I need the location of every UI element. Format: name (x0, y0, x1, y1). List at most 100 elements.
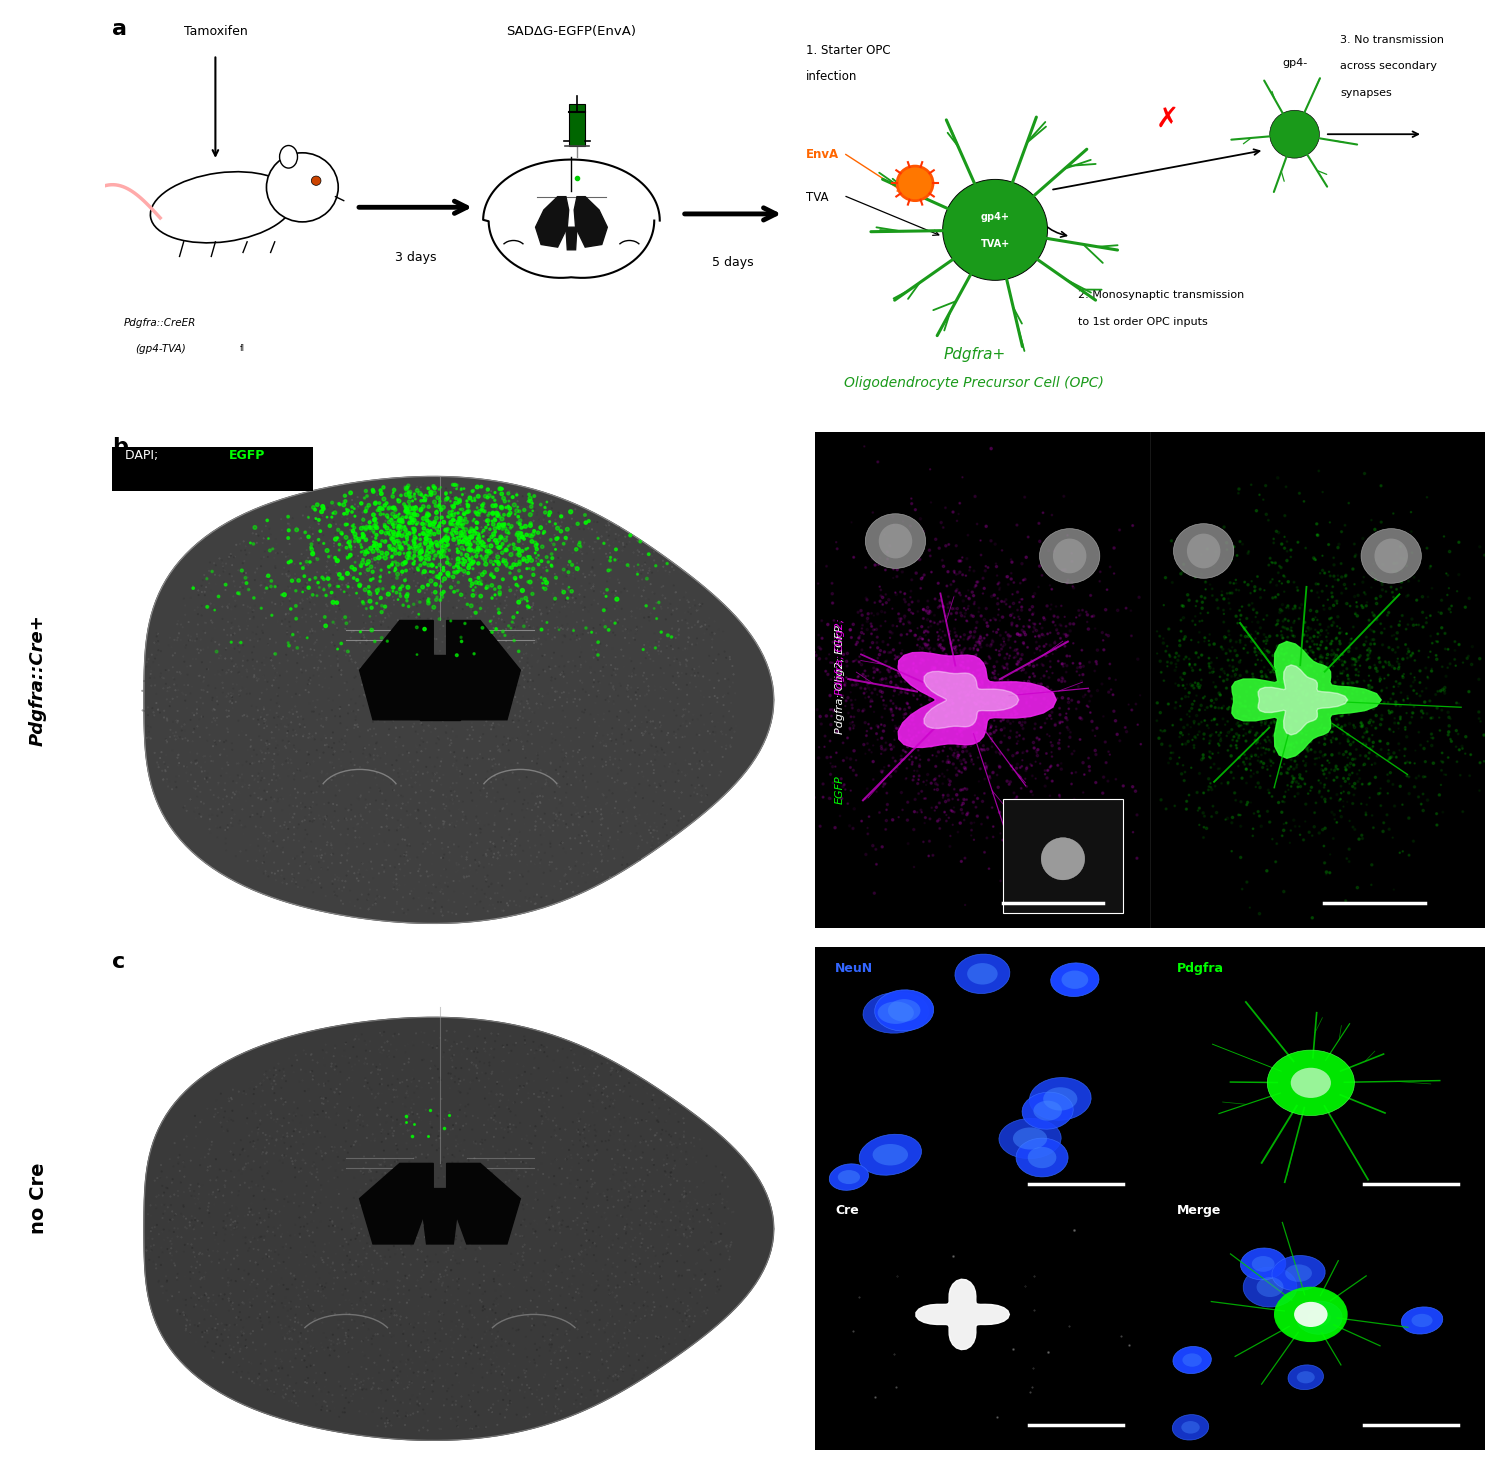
Point (544, 1357, 568, 1380)
Point (334, 864, 358, 888)
Point (639, 699, 663, 722)
Point (657, 589, 681, 612)
Point (1007, 730, 1031, 753)
Point (363, 507, 387, 530)
Point (339, 648, 363, 671)
Point (304, 1376, 328, 1399)
Point (519, 636, 543, 659)
Point (922, 656, 946, 680)
Point (958, 555, 982, 579)
Point (404, 574, 427, 598)
Point (282, 1381, 306, 1405)
Point (298, 1043, 322, 1067)
Point (298, 801, 322, 825)
Point (382, 1235, 406, 1258)
Point (326, 1266, 350, 1289)
Point (248, 1207, 272, 1231)
Point (492, 900, 516, 923)
Point (165, 1225, 189, 1248)
Point (530, 832, 554, 856)
Point (316, 1069, 340, 1093)
Point (531, 872, 555, 895)
Point (254, 1197, 278, 1220)
Point (405, 504, 429, 527)
Point (242, 1083, 266, 1106)
Point (1264, 624, 1288, 648)
Point (1215, 677, 1239, 700)
Point (1264, 614, 1288, 637)
Point (482, 819, 506, 842)
Point (1113, 716, 1137, 740)
Point (300, 1059, 324, 1083)
Point (420, 538, 444, 561)
Point (278, 609, 302, 633)
Point (1377, 718, 1401, 741)
Point (484, 1071, 508, 1094)
Point (532, 1401, 556, 1424)
Point (1358, 637, 1382, 661)
Point (406, 1311, 430, 1335)
Point (540, 646, 564, 670)
Point (429, 1150, 453, 1173)
Point (584, 1134, 608, 1157)
Point (627, 812, 651, 835)
Point (219, 684, 243, 708)
Point (676, 700, 700, 724)
Point (369, 1214, 393, 1238)
Point (238, 532, 262, 555)
Point (380, 508, 404, 532)
Point (286, 1311, 310, 1335)
Point (424, 1103, 448, 1127)
Point (398, 482, 422, 505)
Point (258, 577, 282, 601)
Point (1028, 850, 1051, 873)
Point (426, 738, 450, 762)
Point (663, 1277, 687, 1301)
Point (656, 1286, 680, 1310)
Point (1416, 665, 1440, 689)
Point (526, 544, 550, 567)
Point (414, 900, 438, 923)
Point (416, 539, 440, 563)
Point (744, 699, 768, 722)
Point (338, 640, 362, 664)
Point (446, 539, 470, 563)
Point (394, 662, 418, 686)
Point (1092, 639, 1116, 662)
Point (1280, 545, 1304, 568)
Point (1280, 721, 1304, 744)
Point (526, 649, 550, 672)
Point (855, 607, 879, 630)
Point (550, 617, 574, 640)
Point (1024, 653, 1048, 677)
Point (138, 1231, 162, 1254)
Point (951, 740, 975, 763)
Point (554, 1185, 578, 1209)
Point (237, 1263, 261, 1286)
Point (462, 519, 486, 542)
Point (394, 1068, 418, 1091)
Point (170, 715, 194, 738)
Point (1174, 560, 1198, 583)
Point (414, 674, 438, 697)
Point (364, 482, 388, 505)
Point (417, 536, 441, 560)
Point (986, 689, 1010, 712)
Point (392, 542, 416, 565)
Point (564, 850, 588, 873)
Point (426, 558, 450, 582)
Point (1308, 772, 1332, 795)
Point (201, 1317, 225, 1340)
Point (255, 1067, 279, 1090)
Point (1454, 595, 1478, 618)
Point (1396, 570, 1420, 593)
Point (886, 675, 910, 699)
Point (570, 806, 594, 829)
Point (958, 637, 982, 661)
Point (195, 730, 219, 753)
Point (660, 1160, 684, 1184)
Point (316, 858, 340, 882)
Point (584, 1149, 608, 1172)
Point (514, 1124, 538, 1147)
Point (476, 900, 500, 923)
